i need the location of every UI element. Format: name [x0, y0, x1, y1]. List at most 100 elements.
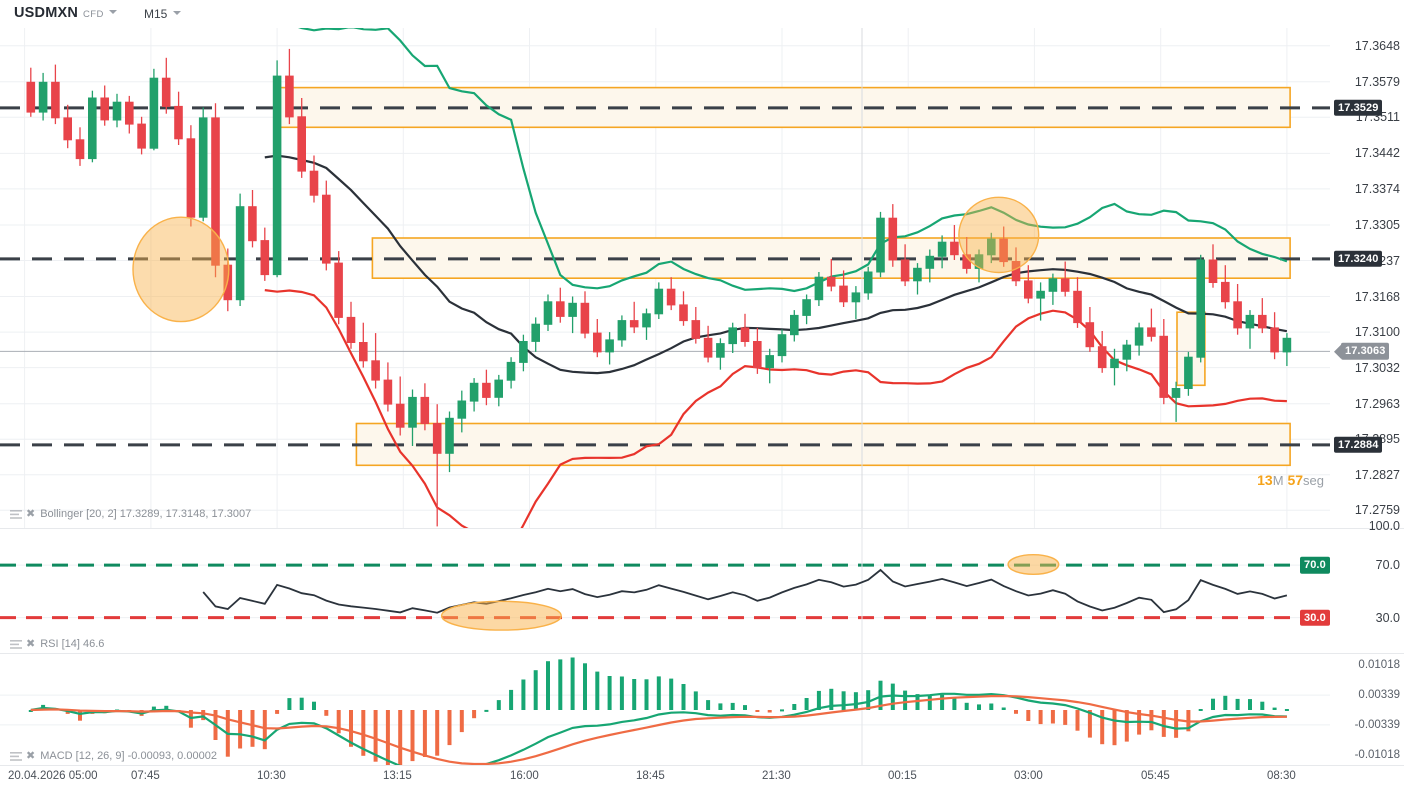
- macd-histogram-bar: [1087, 710, 1092, 738]
- rsi-overbought-ellipse[interactable]: [1007, 554, 1060, 576]
- breakout-candles-ellipse[interactable]: [958, 196, 1040, 274]
- bollinger-middle-band: [264, 154, 1288, 375]
- macd-histogram-bar: [1284, 709, 1289, 711]
- candlestick: [161, 57, 171, 114]
- candlestick: [260, 227, 270, 281]
- oversold-candles-ellipse[interactable]: [132, 216, 230, 323]
- rsi-legend-label: RSI [14] 46.6: [40, 638, 105, 650]
- countdown-seconds-unit: seg: [1303, 473, 1324, 488]
- candlestick: [38, 72, 48, 121]
- candlestick: [556, 287, 565, 323]
- chevron-down-icon[interactable]: [108, 10, 117, 14]
- candlestick: [63, 104, 73, 149]
- close-icon[interactable]: ✖: [26, 507, 36, 520]
- chevron-down-icon[interactable]: [173, 11, 182, 15]
- bollinger-legend[interactable]: ✖ Bollinger [20, 2] 17.3289, 17.3148, 17…: [10, 508, 251, 520]
- macd-histogram-bar: [78, 710, 82, 721]
- candlestick: [679, 291, 688, 326]
- macd-histogram-bar: [1211, 698, 1215, 710]
- candlestick: [1110, 348, 1119, 386]
- macd-histogram-bar: [1001, 707, 1006, 710]
- time-axis-tick: 21:30: [762, 770, 791, 782]
- close-icon[interactable]: ✖: [26, 637, 36, 650]
- bollinger-lower-band: [264, 289, 1287, 528]
- macd-legend[interactable]: ✖ MACD [12, 26, 9] -0.00093, 0.00002: [10, 750, 217, 762]
- candlestick: [777, 329, 787, 363]
- candlestick: [543, 294, 553, 331]
- candlestick: [519, 334, 528, 372]
- macd-histogram-bar: [410, 710, 415, 762]
- macd-histogram-bar: [853, 692, 858, 710]
- candlestick: [506, 357, 516, 389]
- macd-histogram-bar: [595, 671, 600, 710]
- candlestick: [371, 333, 380, 389]
- price-pane[interactable]: 17.3648 17.3579 17.3511 17.3442 17.3374 17.33…: [0, 28, 1404, 528]
- settings-lines-icon[interactable]: [10, 751, 22, 761]
- macd-histogram-bar: [644, 679, 649, 710]
- candlestick: [666, 277, 676, 311]
- macd-histogram-bar: [1075, 710, 1080, 731]
- candlestick: [1134, 322, 1144, 356]
- price-axis[interactable]: 17.3648 17.3579 17.3511 17.3442 17.3374 17.33…: [1330, 28, 1404, 528]
- time-axis[interactable]: 20.04.2026 05:00 07:45 10:30 13:15 16:00 18:4…: [0, 765, 1404, 788]
- settings-lines-icon[interactable]: [10, 509, 22, 519]
- macd-histogram-bar: [866, 690, 871, 710]
- macd-histogram-bar: [238, 710, 243, 749]
- price-tag[interactable]: 17.3063: [1341, 343, 1390, 360]
- macd-histogram-bar: [435, 710, 440, 756]
- price-tag[interactable]: 17.3529: [1334, 99, 1383, 117]
- candlestick: [1258, 298, 1267, 334]
- candlestick: [580, 291, 590, 339]
- candlestick: [211, 103, 220, 278]
- macd-histogram-bar: [890, 683, 895, 710]
- candlestick: [149, 68, 159, 151]
- macd-histogram-bar: [447, 710, 452, 746]
- bollinger-legend-label: Bollinger [20, 2] 17.3289, 17.3148, 17.3…: [40, 508, 252, 520]
- price-axis-tick: 17.2963: [1354, 396, 1400, 411]
- rsi-oversold-ellipse[interactable]: [440, 600, 562, 631]
- macd-histogram-bar: [656, 676, 661, 710]
- rsi-plot[interactable]: [0, 529, 1330, 653]
- candlestick: [1048, 273, 1058, 305]
- candlestick: [593, 319, 602, 358]
- countdown-minutes-unit: M: [1272, 473, 1284, 488]
- macd-histogram-bar: [1026, 710, 1031, 721]
- candlestick: [125, 95, 134, 134]
- candlestick: [999, 226, 1008, 267]
- macd-histogram-bar: [669, 678, 674, 710]
- price-tag[interactable]: 17.3240: [1334, 250, 1383, 268]
- settings-lines-icon[interactable]: [10, 639, 22, 649]
- macd-histogram-bar: [804, 698, 809, 710]
- macd-histogram-bar: [201, 710, 206, 721]
- macd-histogram-bar: [1063, 710, 1068, 725]
- timeframe-label: M15: [144, 7, 168, 21]
- price-plot[interactable]: [0, 28, 1330, 528]
- macd-histogram-bar: [151, 706, 156, 710]
- macd-histogram-bar: [1112, 710, 1117, 746]
- price-tag[interactable]: 17.2884: [1334, 436, 1383, 454]
- candlestick: [174, 91, 183, 145]
- candlestick: [469, 378, 479, 412]
- macd-axis-tick: -0.00339: [1354, 718, 1400, 731]
- time-axis-tick: 10:30: [257, 770, 286, 782]
- candlestick: [1024, 265, 1033, 304]
- rsi-pane[interactable]: 100.0 70.0 30.0 70.0 30.0: [0, 519, 1404, 653]
- candlestick: [863, 266, 873, 300]
- timeframe-selector[interactable]: M15: [144, 7, 182, 21]
- symbol-selector[interactable]: USDMXN CFD: [14, 5, 117, 21]
- macd-histogram-bar: [718, 703, 723, 710]
- macd-histogram-bar: [780, 709, 784, 712]
- bar-countdown: 13M 57seg: [1257, 472, 1324, 488]
- candlestick: [1282, 333, 1292, 366]
- macd-pane[interactable]: 0.01018 0.00339 -0.00339 -0.01018: [0, 653, 1404, 765]
- close-icon[interactable]: ✖: [26, 749, 36, 762]
- macd-histogram-bar: [385, 710, 390, 765]
- macd-histogram-bar: [940, 694, 945, 710]
- candlestick: [383, 362, 393, 412]
- rsi-axis: 100.0 70.0 30.0 70.0 30.0: [1300, 519, 1404, 653]
- rsi-legend[interactable]: ✖ RSI [14] 46.6: [10, 638, 104, 650]
- price-axis-tick: 17.3579: [1354, 74, 1400, 89]
- candlestick: [753, 327, 762, 374]
- macd-histogram-bar: [324, 710, 329, 716]
- macd-plot[interactable]: [0, 654, 1330, 765]
